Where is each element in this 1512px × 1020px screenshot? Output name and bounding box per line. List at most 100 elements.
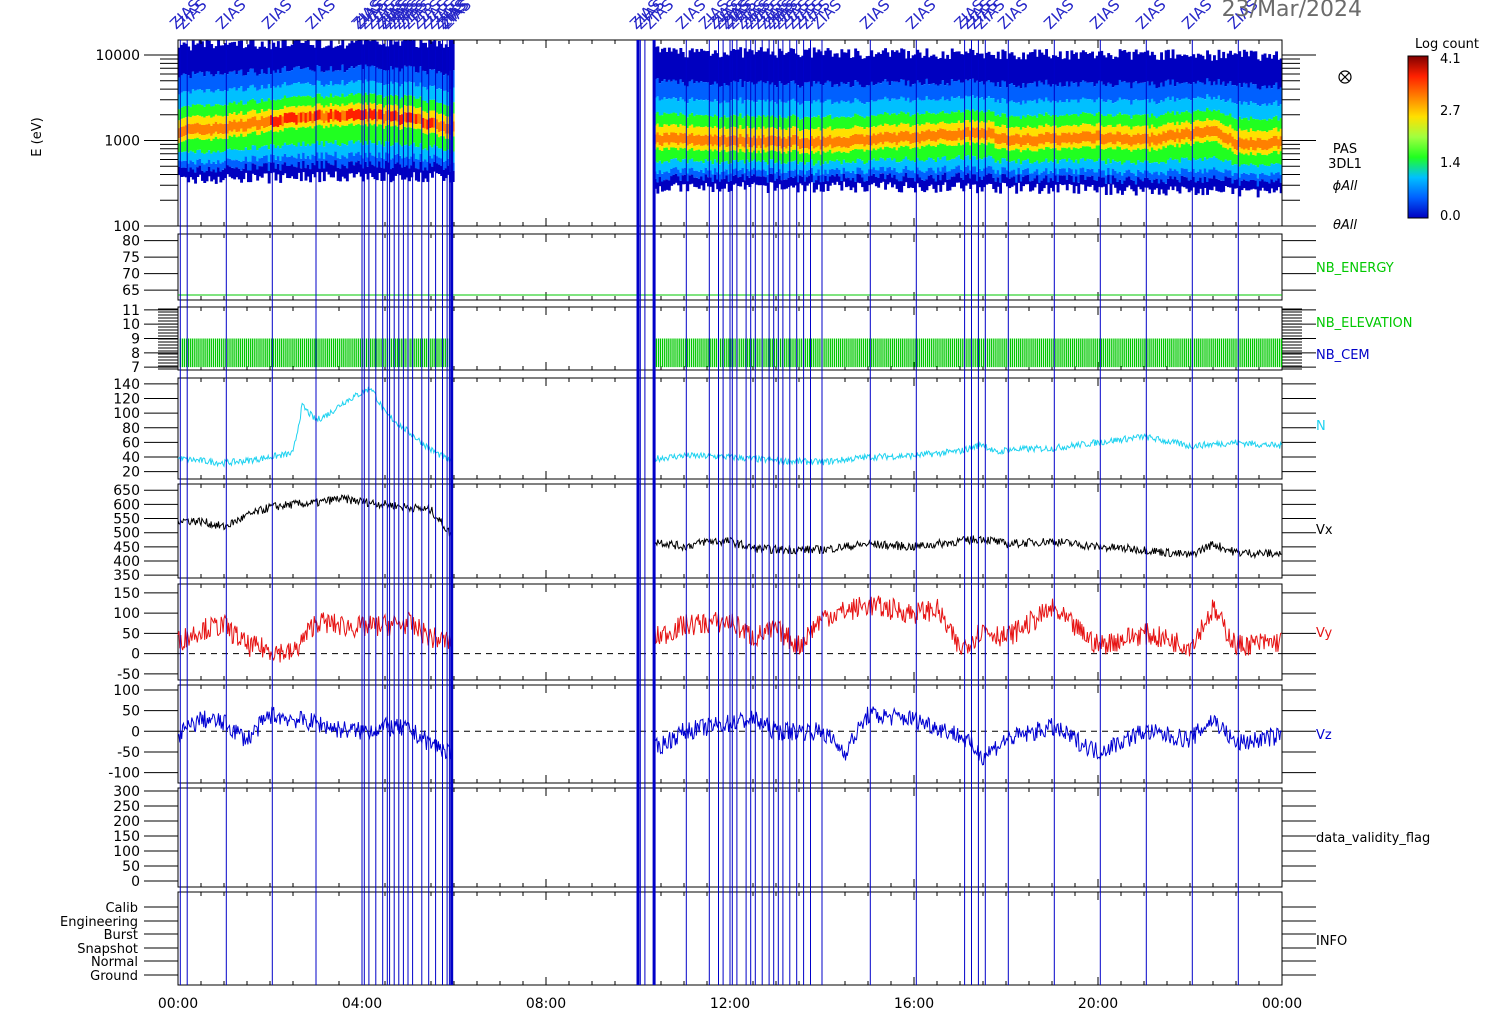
y-tick-label: 60: [122, 435, 140, 451]
y-tick-label: 300: [113, 784, 140, 800]
event-marker-bar: [636, 40, 640, 985]
event-marker-bar: [652, 40, 656, 985]
colorbar-tick-label: 1.4: [1440, 156, 1461, 171]
data-series: [177, 294, 1283, 766]
event-marker-label: ZIAS: [1132, 0, 1169, 33]
info-label-snapshot: Snapshot: [77, 942, 138, 957]
series-label-vy: Vy: [1316, 626, 1333, 641]
event-marker-label: ZIAS: [212, 0, 249, 33]
y-tick-label: 10000: [95, 48, 140, 64]
event-marker-label: ZIAS: [258, 0, 295, 33]
colorbar-tick-label: 4.1: [1440, 52, 1461, 67]
x-tick-label: 20:00: [1078, 996, 1118, 1012]
instrument-label: PAS: [1333, 142, 1357, 157]
info-label-burst: Burst: [104, 928, 138, 943]
y-tick-label: 7: [131, 360, 140, 376]
y-tick-label: 0: [131, 647, 140, 663]
series-vz: [653, 706, 1282, 766]
series-vz: [177, 706, 452, 760]
series-vx: [653, 535, 1282, 560]
series-label-nb-energy: NB_ENERGY: [1316, 261, 1394, 276]
mode-label: 3DL1: [1328, 157, 1362, 172]
y-tick-label: 11: [122, 303, 140, 319]
y-tick-label: 600: [113, 497, 140, 513]
event-marker-bar: [450, 40, 454, 985]
series-label-vx: Vx: [1316, 523, 1333, 538]
y-tick-label: 9: [131, 332, 140, 348]
series-label-nb-cem: NB_CEM: [1316, 348, 1370, 363]
y-tick-label: -50: [117, 745, 140, 761]
event-marker-label: ZIAS: [1086, 0, 1123, 33]
event-marker-label: ZIAS: [902, 0, 939, 33]
y-tick-label: 50: [122, 859, 140, 875]
y-tick-label: 65: [122, 283, 140, 299]
info-label-calib: Calib: [105, 901, 138, 916]
series-nb-elevation: [655, 338, 1283, 368]
event-marker-label: ZIAS: [856, 0, 893, 33]
series-n: [653, 432, 1282, 466]
y-tick-label: 8: [131, 346, 140, 362]
colorbar-title: Log count: [1415, 37, 1479, 52]
spectrogram-right-labels: PAS 3DL1 ϕAll θAll: [1328, 142, 1362, 233]
y-tick-label: 100: [113, 406, 140, 422]
x-tick-label: 16:00: [894, 996, 934, 1012]
y-tick-label: 250: [113, 799, 140, 815]
y-tick-label: 100: [113, 844, 140, 860]
y-tick-label: 150: [113, 586, 140, 602]
colorbar-tick-label: 2.7: [1440, 104, 1461, 119]
y-tick-label: 100: [113, 683, 140, 699]
y-tick-label: 1000: [104, 134, 140, 150]
series-label-n: N: [1316, 419, 1326, 434]
series-label-nb-elevation: NB_ELEVATION: [1316, 316, 1413, 331]
info-label-ground: Ground: [90, 969, 138, 984]
series-label-validity: data_validity_flag: [1316, 831, 1430, 846]
y-tick-label: 50: [122, 704, 140, 720]
y-tick-label: 10: [122, 317, 140, 333]
y-tick-label: 150: [113, 829, 140, 845]
info-label-normal: Normal: [91, 955, 138, 970]
y-tick-label: 400: [113, 554, 140, 570]
series-label-vz: Vz: [1316, 728, 1332, 743]
x-tick-label: 00:00: [1262, 996, 1302, 1012]
colorbar-gradient: [1407, 55, 1429, 219]
y-tick-label: 550: [113, 512, 140, 528]
y-tick-label: 80: [122, 234, 140, 250]
x-tick-label: 08:00: [526, 996, 566, 1012]
event-marker-label: ZIAS: [1040, 0, 1077, 33]
y-tick-label: 100: [113, 606, 140, 622]
spectrogram-columns: [178, 40, 1282, 198]
x-tick-label: 00:00: [158, 996, 198, 1012]
y-tick-label: 80: [122, 421, 140, 437]
y-tick-label: 450: [113, 540, 140, 556]
otimes-icon: [1338, 70, 1352, 84]
y-tick-label: 500: [113, 526, 140, 542]
x-tick-label: 04:00: [342, 996, 382, 1012]
theta-label: θAll: [1333, 218, 1357, 233]
series-vy: [653, 595, 1282, 657]
y-tick-label: 50: [122, 626, 140, 642]
series-nb-elevation: [179, 338, 451, 368]
info-label-engineering: Engineering: [60, 915, 138, 930]
series-n: [177, 386, 452, 468]
y-tick-label: -50: [117, 667, 140, 683]
energy-spectrogram: [178, 40, 1282, 198]
y-tick-label: 0: [131, 874, 140, 890]
series-vx: [177, 493, 452, 537]
y-tick-label: 0: [131, 724, 140, 740]
y-tick-label: -100: [108, 766, 140, 782]
y-tick-label: 20: [122, 465, 140, 481]
y-tick-label: 350: [113, 568, 140, 584]
y-tick-label: 120: [113, 391, 140, 407]
y-tick-label: 40: [122, 450, 140, 466]
series-label-info: INFO: [1316, 934, 1347, 949]
y-tick-label: 100: [113, 219, 140, 235]
y-tick-label: 200: [113, 814, 140, 830]
y-axis-label-energy: E (eV): [30, 117, 45, 156]
event-marker-label: ZIAS: [1178, 0, 1215, 33]
date-title: 23/Mar/2024: [1222, 0, 1362, 22]
colorbar: Log count 4.1 2.7 1.4 0.0: [1407, 37, 1479, 224]
colorbar-tick-label: 0.0: [1440, 209, 1461, 224]
y-tick-label: 140: [113, 377, 140, 393]
